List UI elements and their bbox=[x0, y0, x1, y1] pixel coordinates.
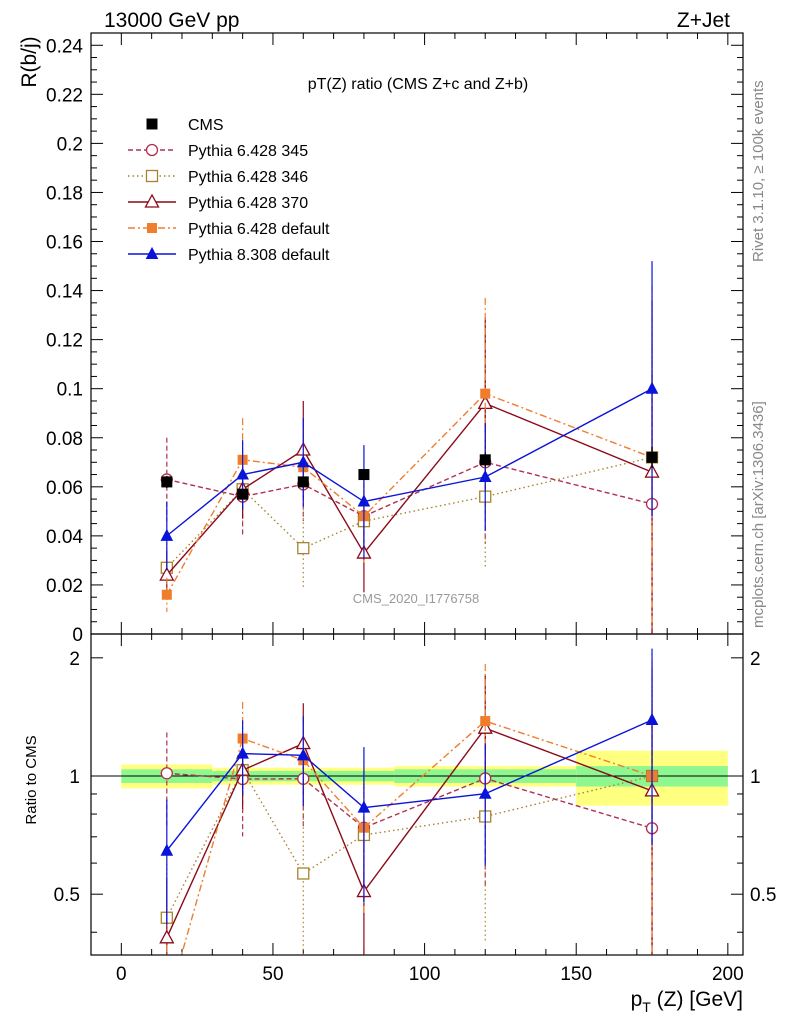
legend-label-series-1: Pythia 6.428 345 bbox=[188, 143, 308, 160]
series-5-point bbox=[645, 381, 659, 394]
series-5-ratio-point bbox=[296, 748, 310, 761]
series-5-ratio-point bbox=[645, 712, 659, 725]
cms-point bbox=[297, 476, 309, 488]
legend-marker-cms bbox=[146, 118, 158, 130]
series-5-point bbox=[296, 455, 310, 468]
cms-point bbox=[161, 476, 173, 488]
y-axis-label: R(b/j) bbox=[18, 36, 41, 87]
series-3-ratio-line bbox=[166, 727, 653, 939]
cms-data-points bbox=[161, 446, 658, 500]
x-tick-label: 50 bbox=[262, 964, 283, 985]
ratio-series bbox=[159, 648, 660, 955]
header-channel-label: Z+Jet bbox=[677, 9, 730, 32]
x-tick-label: 200 bbox=[712, 964, 744, 985]
series-5-ratio-point bbox=[160, 843, 174, 856]
legend-label-series-5: Pythia 8.308 default bbox=[188, 247, 330, 264]
axis-ticks: 0 50 100 150 200 0 0.02 0.04 0.06 0.08 0.1 0.12 0.14… bbox=[46, 32, 776, 985]
cms-point bbox=[358, 469, 370, 481]
series-3-line bbox=[166, 402, 653, 576]
series-5-point bbox=[357, 494, 371, 507]
y-tick-label: 0.18 bbox=[46, 183, 83, 204]
series-2-ratio-line bbox=[166, 768, 653, 919]
plot-title: pT(Z) ratio (CMS Z+c and Z+b) bbox=[308, 76, 529, 93]
legend-marker-series-1 bbox=[145, 143, 159, 157]
x-label-rest: (Z) [GeV] bbox=[651, 988, 743, 1011]
y-tick-label: 0.22 bbox=[46, 85, 83, 106]
analysis-label: CMS_2020_I1776758 bbox=[353, 591, 480, 606]
x-axis-label: pT (Z) [GeV] bbox=[631, 988, 743, 1015]
ratio-tick-label: 2 bbox=[69, 649, 80, 670]
rivet-version-label: Rivet 3.1.10, ≥ 100k events bbox=[750, 80, 767, 262]
x-tick-label: 150 bbox=[560, 964, 592, 985]
ratio-y-axis-label: Ratio to CMS bbox=[23, 735, 40, 824]
y-tick-label: 0.1 bbox=[57, 380, 83, 401]
ratio-plot-frame bbox=[90, 633, 744, 956]
series-5-ratio-line bbox=[166, 719, 653, 852]
ratio-tick-label-right: 1 bbox=[750, 767, 761, 788]
series-3-ratio-point bbox=[159, 929, 175, 944]
series-4-point bbox=[161, 589, 172, 600]
legend-label-series-3: Pythia 6.428 370 bbox=[188, 195, 308, 212]
y-tick-label: 0.08 bbox=[46, 429, 83, 450]
x-tick-label: 0 bbox=[116, 964, 127, 985]
legend-marker-series-3 bbox=[144, 193, 160, 208]
y-tick-label: 0.14 bbox=[46, 282, 83, 303]
series-5-line bbox=[166, 388, 653, 537]
series-5-ratio-point bbox=[478, 786, 492, 799]
legend-label-series-4: Pythia 6.428 default bbox=[188, 221, 330, 238]
series-5-point bbox=[236, 467, 249, 480]
series-1-ratio-point bbox=[160, 767, 173, 780]
y-tick-label: 0.16 bbox=[46, 233, 83, 254]
series-5-ratio-point bbox=[236, 746, 249, 759]
cms-point bbox=[237, 488, 249, 500]
legend-label-cms: CMS bbox=[188, 117, 224, 134]
series-2-line bbox=[166, 456, 653, 569]
y-tick-label: 0.24 bbox=[46, 36, 83, 57]
plot-frames bbox=[90, 32, 744, 956]
y-tick-label: 0.02 bbox=[46, 576, 83, 597]
y-tick-label: 0.2 bbox=[57, 134, 83, 155]
legend-label-series-2: Pythia 6.428 346 bbox=[188, 169, 308, 186]
series-2-ratio-point bbox=[297, 867, 310, 880]
x-axis-label-text: pT (Z) [GeV] bbox=[631, 988, 743, 1015]
x-tick-label: 100 bbox=[409, 964, 441, 985]
y-tick-label: 0 bbox=[72, 625, 83, 646]
mcplots-label: mcplots.cern.ch [arXiv:1306.3436] bbox=[750, 401, 767, 628]
x-label-subscript: T bbox=[642, 999, 651, 1015]
x-label-main: p bbox=[631, 988, 643, 1011]
legend-marker-series-5 bbox=[145, 246, 159, 259]
ratio-tick-label-right: 2 bbox=[750, 649, 761, 670]
legend-marker-series-2 bbox=[145, 169, 159, 183]
ratio-tick-label-right: 0.5 bbox=[750, 885, 776, 906]
series-2-point bbox=[297, 541, 310, 555]
cms-point bbox=[646, 451, 658, 463]
ratio-tick-label: 0.5 bbox=[54, 885, 80, 906]
series-1-line bbox=[166, 461, 653, 518]
y-tick-label: 0.04 bbox=[46, 527, 83, 548]
legend: CMS Pythia 6.428 345 Pythia 6.428 346 Pythi… bbox=[128, 117, 330, 264]
series-5-ratio-point bbox=[357, 800, 371, 813]
series-5-point bbox=[478, 469, 492, 483]
cms-point bbox=[479, 454, 491, 466]
ratio-tick-label: 1 bbox=[69, 767, 80, 788]
series-4-line bbox=[166, 392, 653, 596]
y-tick-label: 0.06 bbox=[46, 478, 83, 499]
header-process-label: 13000 GeV pp bbox=[104, 9, 239, 32]
legend-marker-series-4 bbox=[147, 223, 157, 233]
series-5-point bbox=[160, 528, 174, 541]
y-tick-label: 0.12 bbox=[46, 331, 83, 352]
series-4-ratio-point bbox=[480, 716, 491, 727]
series-4-point bbox=[480, 388, 491, 399]
